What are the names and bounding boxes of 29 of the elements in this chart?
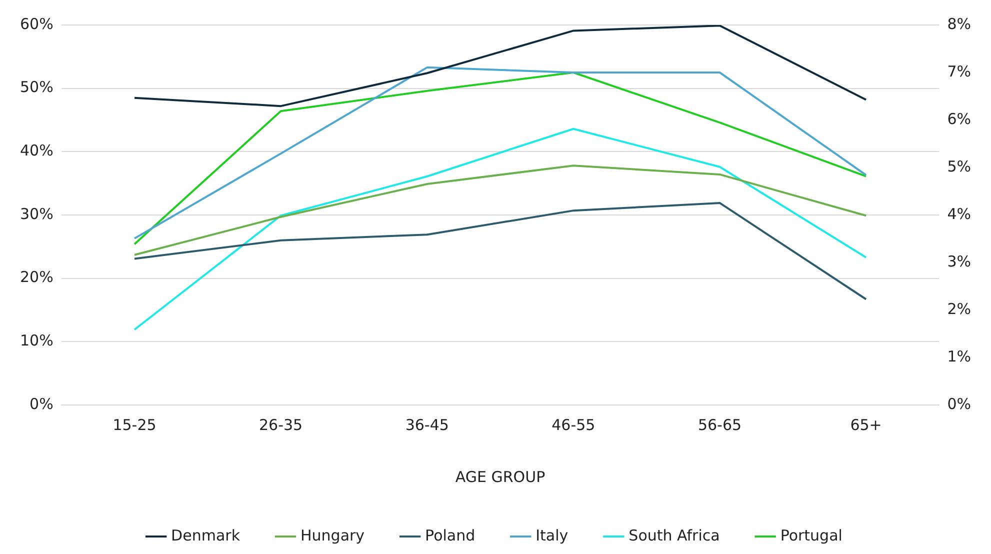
y2-tick-label: 7%	[947, 62, 971, 80]
y-tick-label: 40%	[20, 142, 54, 160]
x-tick-label: 15-25	[112, 416, 156, 434]
y-tick-label: 60%	[20, 14, 54, 33]
y-tick-label: 30%	[20, 204, 54, 223]
y-tick-label: 0%	[30, 394, 54, 413]
legend-label: Poland	[425, 526, 476, 544]
x-tick-label: 56-65	[698, 416, 742, 434]
y2-tick-label: 1%	[947, 347, 971, 366]
legend-label: Portugal	[780, 526, 842, 544]
y2-tick-label: 8%	[947, 14, 971, 33]
y2-tick-label: 2%	[947, 300, 971, 318]
y-tick-label: 10%	[20, 332, 54, 350]
legend-label: Hungary	[300, 526, 365, 544]
legend-label: Italy	[536, 526, 568, 544]
y-tick-label: 50%	[20, 78, 54, 96]
y2-tick-label: 3%	[947, 252, 971, 270]
y2-tick-label: 5%	[947, 157, 971, 176]
y2-tick-label: 0%	[947, 394, 971, 413]
legend-label: South Africa	[628, 526, 720, 544]
y2-tick-label: 6%	[947, 110, 971, 128]
y-tick-label: 20%	[20, 268, 54, 286]
x-tick-label: 26-35	[259, 416, 303, 434]
x-tick-label: 46-55	[552, 416, 596, 434]
x-tick-label: 36-45	[405, 416, 449, 434]
legend-label: Denmark	[171, 526, 240, 544]
y2-tick-label: 4%	[947, 204, 971, 223]
x-tick-label: 65+	[850, 416, 882, 434]
x-axis-title: AGE GROUP	[455, 468, 546, 486]
